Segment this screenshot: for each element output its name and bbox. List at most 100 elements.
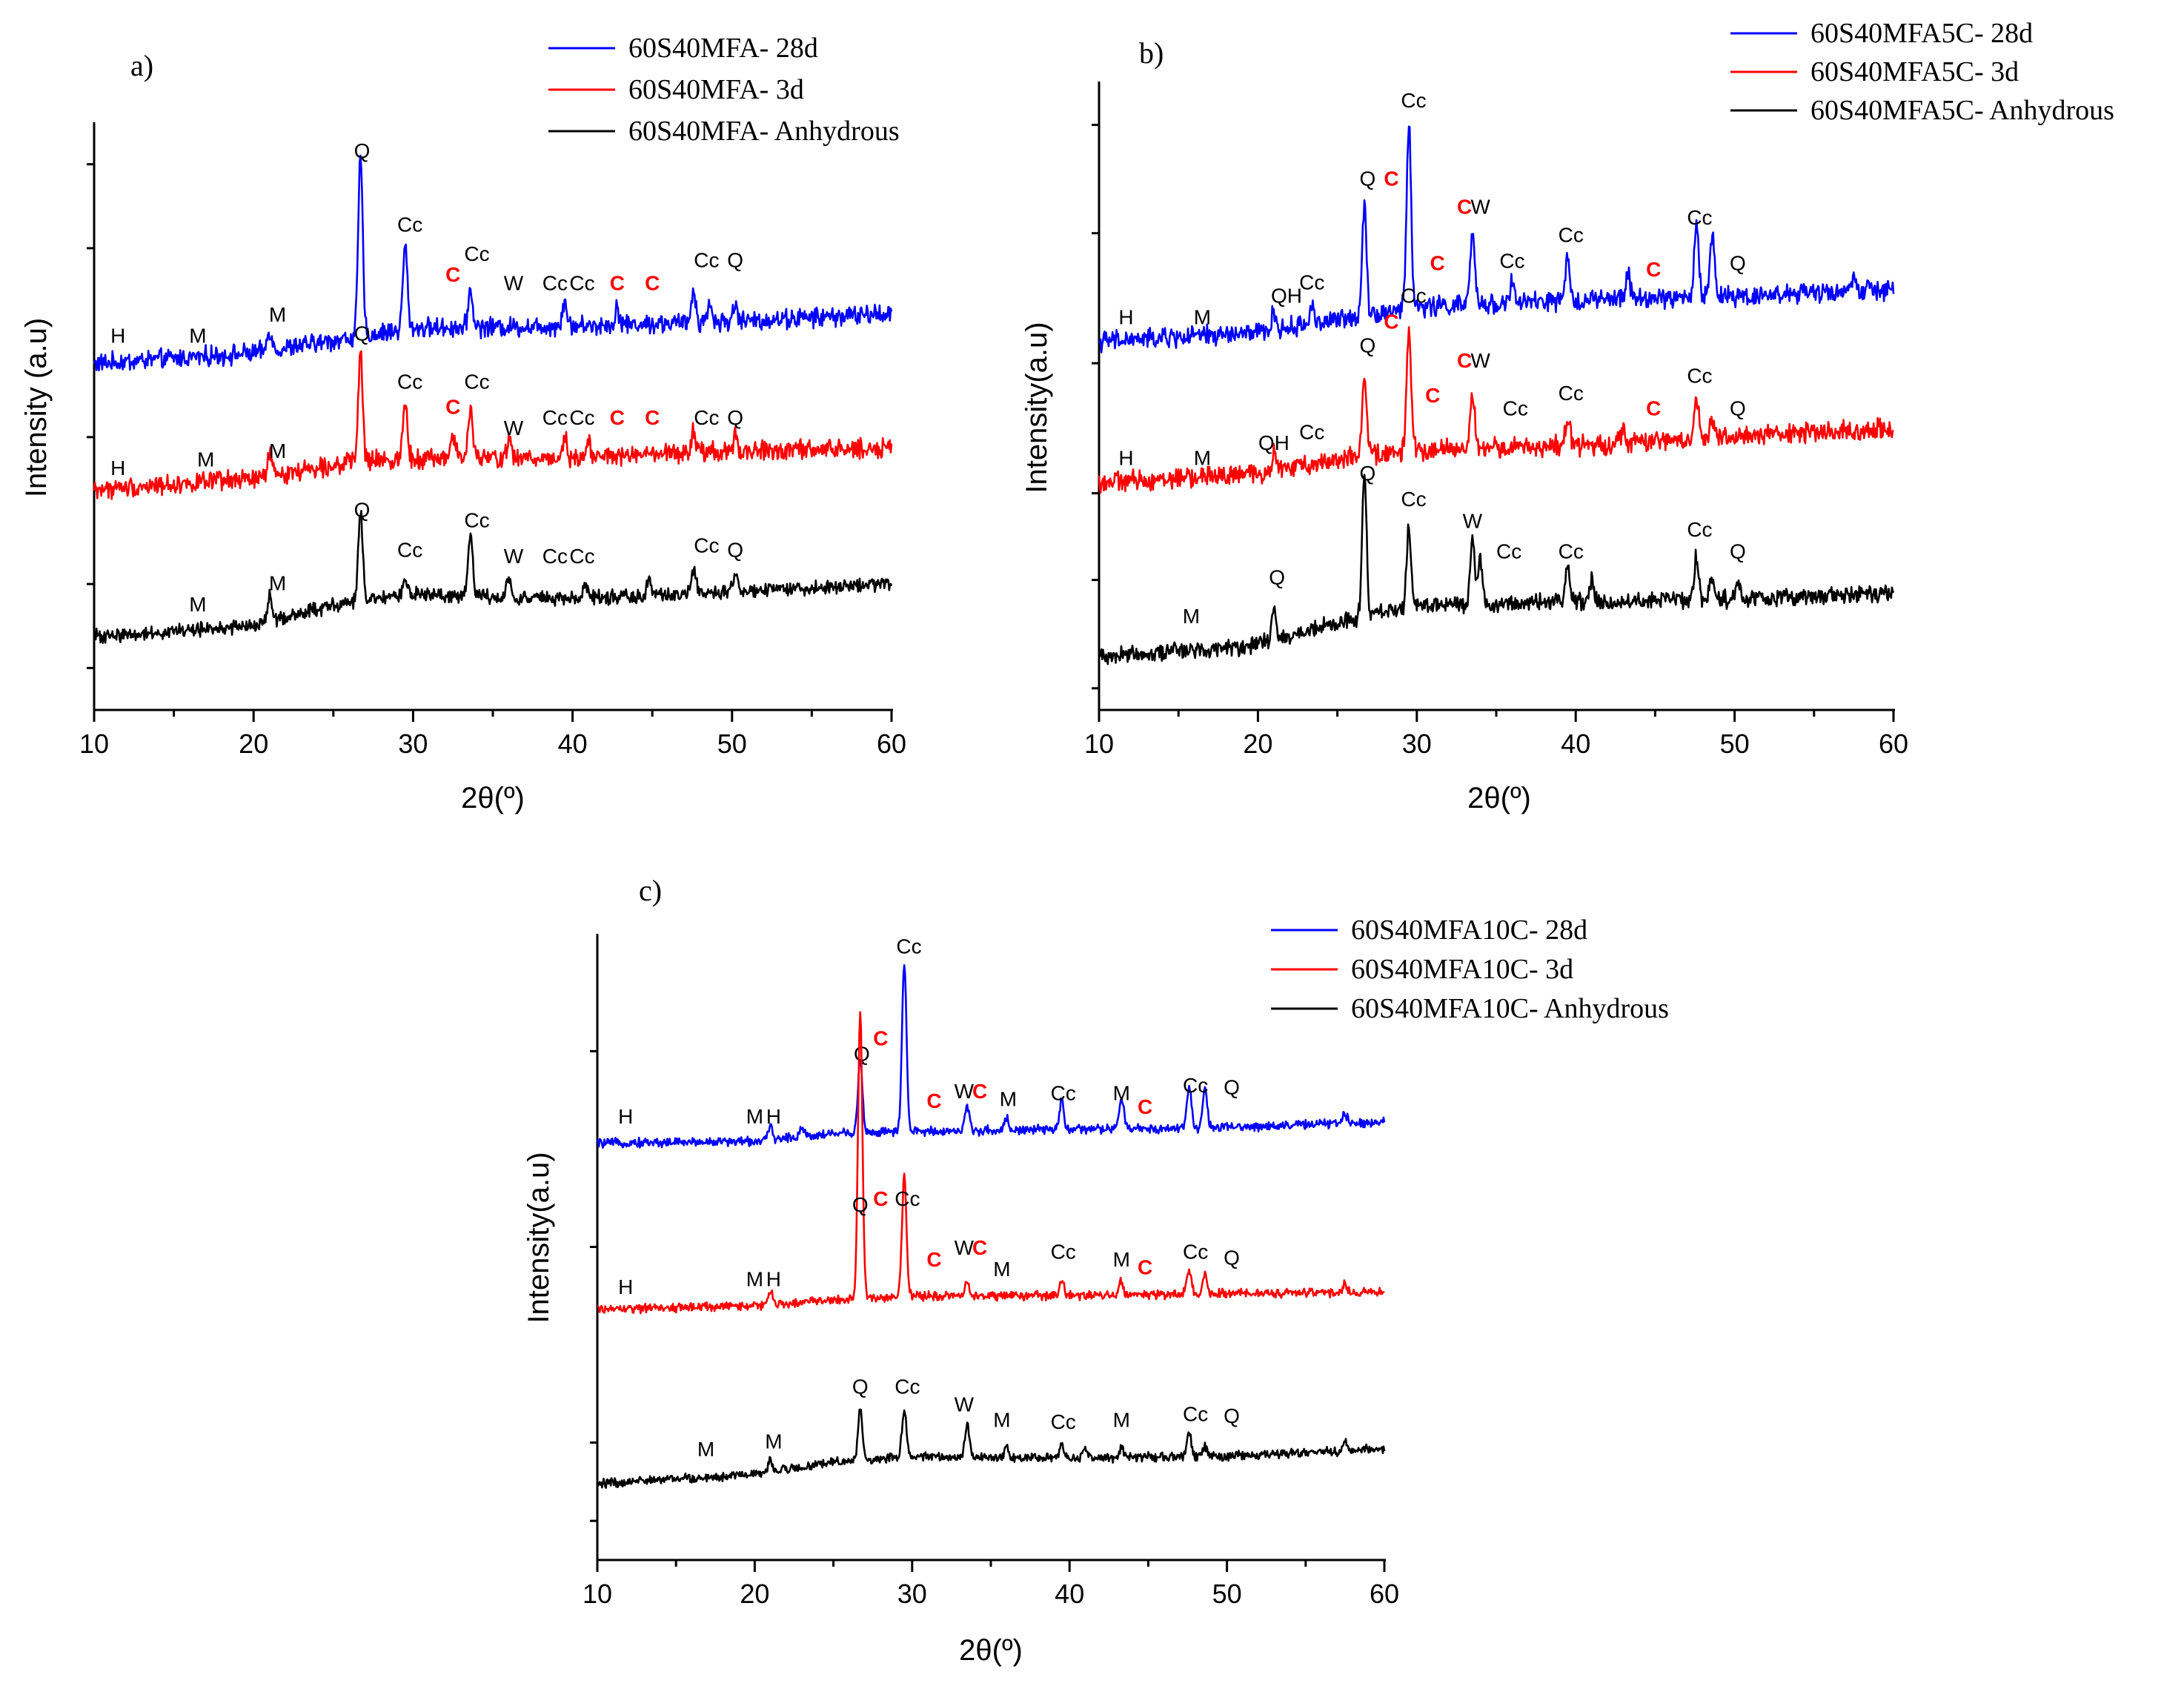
- peak-label: W: [955, 1080, 975, 1103]
- peak-label: Cc: [1559, 382, 1584, 405]
- peak-label: H: [110, 457, 125, 479]
- peak-label: Cc: [542, 272, 568, 295]
- peak-label: M: [993, 1408, 1010, 1431]
- peak-label: C: [445, 396, 460, 419]
- x-tick-label: 30: [398, 729, 428, 759]
- peak-label: Cc: [397, 371, 422, 394]
- peak-label: M: [197, 448, 214, 471]
- peak-label: M: [269, 439, 286, 462]
- series-line: [93, 510, 893, 644]
- peak-label: Cc: [464, 509, 489, 532]
- legend-label: 60S40MFA- 28d: [628, 33, 818, 64]
- peak-label: M: [1113, 1248, 1130, 1271]
- panel-c: 10 20 30 40 50 60c)2θ(º)Intensity(a.u)H M HQCCc…: [522, 874, 1669, 1667]
- peak-label: W: [1470, 195, 1490, 218]
- peak-label: C: [1138, 1095, 1152, 1118]
- peak-label: QH: [1258, 431, 1290, 454]
- x-tick-label: 40: [1055, 1579, 1084, 1609]
- peak-label: M: [993, 1258, 1010, 1281]
- peak-label: Cc: [694, 406, 719, 429]
- series-line: [596, 1408, 1386, 1489]
- peak-label: W: [955, 1236, 975, 1259]
- peak-label: Cc: [694, 248, 719, 271]
- peak-label: Cc: [1499, 249, 1524, 272]
- peak-label: Q: [1224, 1404, 1240, 1427]
- peak-label: M: [746, 1267, 763, 1290]
- peak-label: C: [1384, 167, 1398, 190]
- series-line: [93, 154, 893, 372]
- peak-label: C: [972, 1236, 987, 1259]
- peak-label: Q: [852, 1375, 869, 1398]
- peak-label: M: [765, 1430, 782, 1453]
- x-tick-label: 20: [239, 729, 268, 759]
- peak-label: C: [926, 1248, 941, 1271]
- peak-label: M: [269, 303, 286, 326]
- peak-label: Q: [1359, 462, 1375, 485]
- panel-a: 10 20 30 40 50 60 a) 2θ(º) Intensity (a.u) H M M Q Cc…: [20, 33, 906, 814]
- peak-label: Cc: [1183, 1240, 1208, 1263]
- peak-label: Q: [1224, 1246, 1240, 1269]
- peak-label: Cc: [1687, 206, 1712, 229]
- peak-label: C: [1430, 251, 1445, 274]
- x-tick-label: 20: [1243, 729, 1272, 759]
- peak-label: Q: [727, 248, 743, 271]
- peak-label: Cc: [1299, 271, 1324, 294]
- peak-label: Cc: [894, 1187, 920, 1210]
- x-tick-label: 60: [877, 729, 906, 759]
- peak-label: Cc: [542, 406, 568, 429]
- peak-label: Q: [1730, 251, 1746, 274]
- peak-label: Cc: [1183, 1074, 1208, 1097]
- peak-label: W: [504, 272, 524, 295]
- peak-label: C: [1457, 349, 1472, 372]
- peak-label: Cc: [1051, 1410, 1076, 1433]
- peak-label: C: [445, 263, 460, 286]
- peak-label: C: [1138, 1255, 1152, 1278]
- peak-label: M: [1113, 1408, 1130, 1431]
- x-tick-label: 40: [558, 729, 588, 759]
- peak-label: Cc: [464, 242, 489, 265]
- peak-label: Cc: [1401, 89, 1426, 112]
- peak-label: C: [873, 1027, 888, 1050]
- peak-label: H: [766, 1105, 781, 1128]
- panel-b: 10 20 30 40 50 60b)2θ(º)Intensity(a.u)H MQHCcQ…: [1020, 18, 2114, 814]
- peak-label: M: [1113, 1081, 1130, 1104]
- peak-label: H: [618, 1275, 633, 1298]
- peak-label: C: [610, 406, 625, 429]
- peak-label: M: [1183, 605, 1200, 628]
- peak-label: H: [1118, 447, 1133, 470]
- peak-label: C: [610, 272, 625, 295]
- x-tick-label: 30: [1402, 729, 1432, 759]
- peak-label: Q: [727, 406, 743, 429]
- peak-label: Q: [354, 139, 371, 162]
- peak-label: M: [269, 572, 286, 595]
- peak-label: Q: [1359, 167, 1375, 190]
- y-axis-label: Intensity(a.u): [1020, 322, 1053, 493]
- peak-label: Cc: [1503, 396, 1528, 419]
- peak-label: Cc: [464, 371, 489, 394]
- peak-label: Cc: [569, 545, 594, 568]
- peak-label: Cc: [569, 272, 594, 295]
- panel-label: b): [1139, 36, 1164, 70]
- x-axis-label: 2θ(º): [959, 1634, 1023, 1667]
- x-axis-label: 2θ(º): [461, 782, 525, 814]
- peak-label: Q: [354, 322, 371, 345]
- peak-label: Cc: [1051, 1081, 1076, 1104]
- series-line: [1098, 125, 1895, 354]
- y-axis-label: Intensity(a.u): [522, 1152, 555, 1323]
- legend-label: 60S40MFA- 3d: [628, 74, 804, 105]
- peak-label: Cc: [1496, 540, 1521, 562]
- peak-label: C: [1425, 384, 1440, 407]
- peak-label: H: [110, 324, 125, 347]
- peak-label: Cc: [894, 1375, 920, 1398]
- legend-label: 60S40MFA10C- Anhydrous: [1351, 993, 1669, 1024]
- x-tick-label: 50: [717, 729, 747, 759]
- x-tick-label: 10: [1084, 729, 1114, 759]
- peak-label: Cc: [694, 534, 719, 557]
- peak-label: C: [645, 272, 660, 295]
- peak-label: Cc: [569, 406, 594, 429]
- peak-label: M: [189, 324, 206, 347]
- x-tick-label: 60: [1370, 1579, 1399, 1609]
- peak-label: C: [1646, 258, 1661, 281]
- legend-label: 60S40MFA5C- Anhydrous: [1810, 95, 2114, 126]
- peak-label: Cc: [1401, 488, 1426, 511]
